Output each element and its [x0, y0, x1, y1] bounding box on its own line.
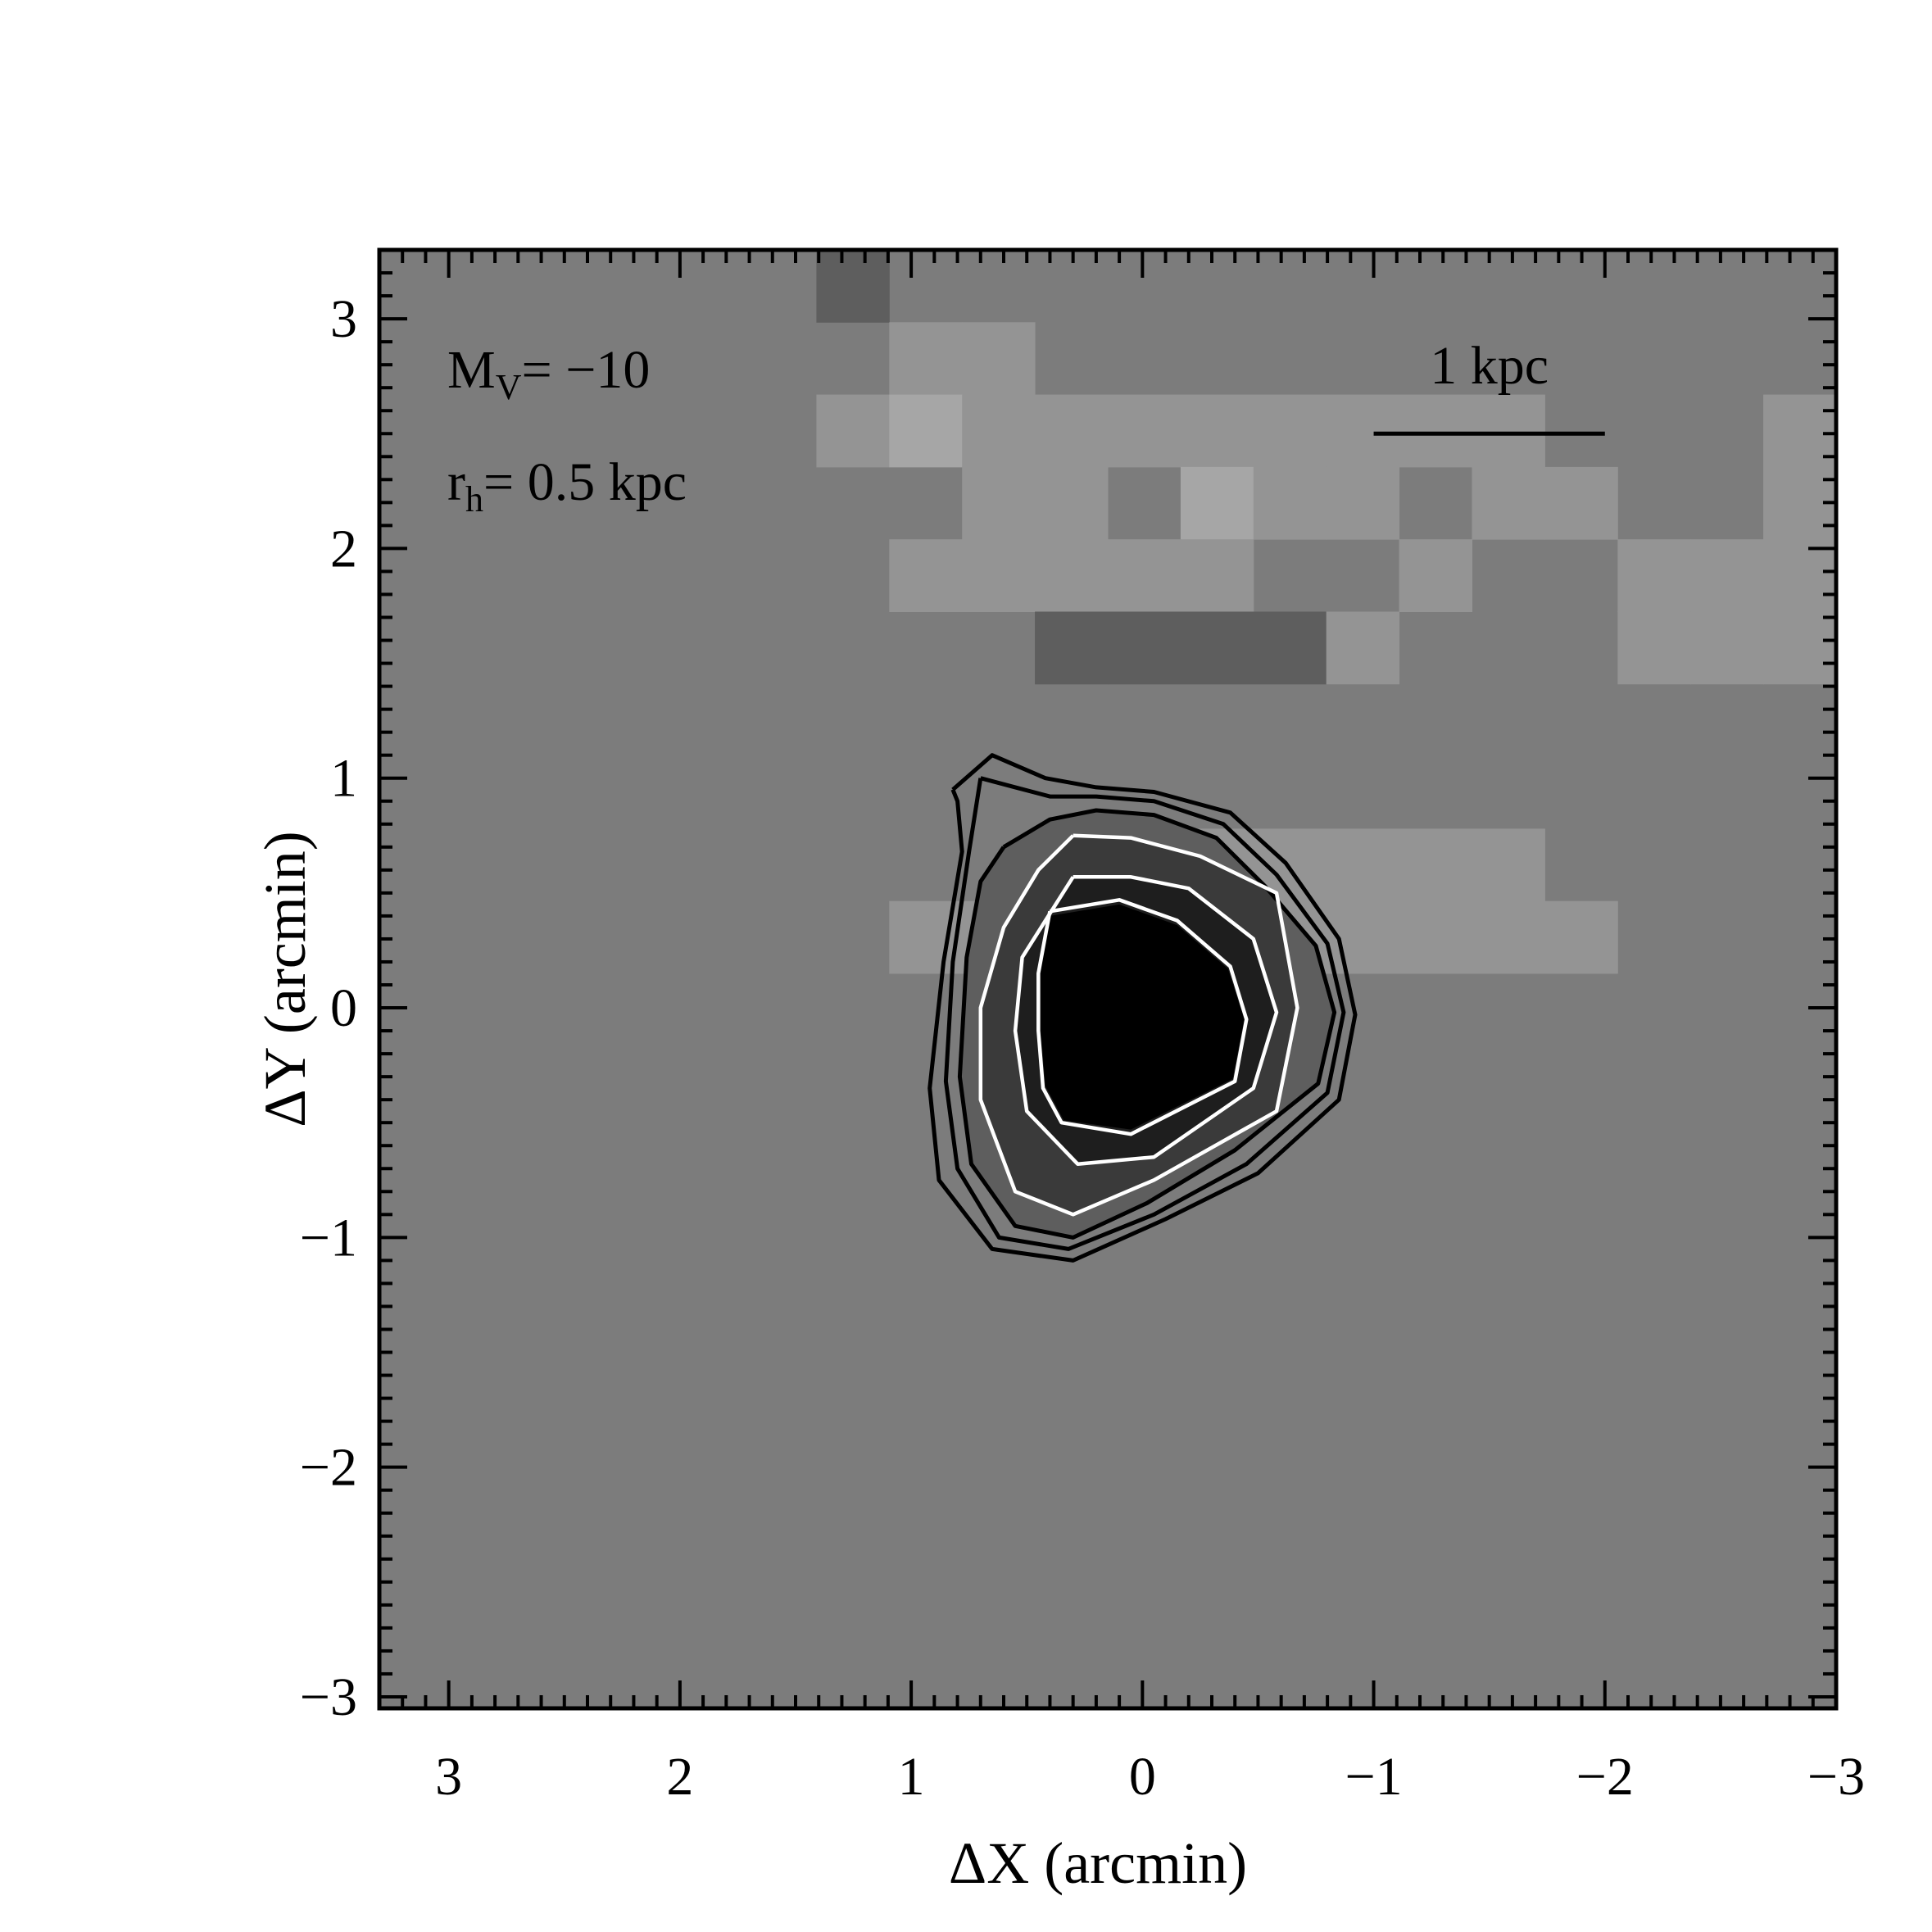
density-cell — [889, 394, 963, 468]
density-cell — [1472, 900, 1545, 974]
density-cell — [1180, 611, 1254, 685]
density-cell — [1399, 900, 1472, 974]
x-tick-label: −1 — [1345, 1747, 1402, 1807]
density-cell — [1035, 466, 1109, 540]
density-cell — [816, 394, 890, 468]
mv-symbol: M — [447, 340, 496, 400]
x-tick-label: 3 — [435, 1747, 462, 1807]
density-cell — [1472, 466, 1545, 540]
scale-bar-label: 1 kpc — [1430, 336, 1549, 396]
contour-lines — [927, 753, 1358, 1263]
density-cell — [1690, 539, 1764, 612]
axis-ticks — [378, 248, 1838, 1708]
density-cell — [1763, 539, 1836, 612]
density-cell — [1617, 611, 1691, 685]
density-cell — [1326, 466, 1400, 540]
x-axis-label: ΔX (arcmin) — [949, 1830, 1247, 1896]
density-cell — [1399, 828, 1472, 902]
y-tick-label: 3 — [330, 289, 357, 349]
contour-line-white — [978, 833, 1299, 1217]
density-cell — [1035, 611, 1109, 685]
x-tick-label: 0 — [1129, 1747, 1156, 1807]
mv-subscript: V — [496, 367, 522, 407]
x-tick-label: −3 — [1807, 1747, 1865, 1807]
rh-value: = 0.5 kpc — [483, 452, 687, 512]
density-core-peak — [1041, 904, 1245, 1130]
contour-line-white — [1036, 898, 1249, 1136]
y-tick-label: −1 — [300, 1208, 357, 1268]
density-cell — [889, 539, 963, 612]
x-tick-label: −2 — [1576, 1747, 1634, 1807]
density-cell — [1108, 611, 1181, 685]
density-cell — [1399, 539, 1472, 612]
density-cell — [1253, 611, 1327, 685]
plot-frame — [377, 247, 1839, 1711]
y-tick-label: 0 — [330, 978, 357, 1038]
y-tick-labels: 3 2 1 0 −1 −2 −3 — [300, 289, 357, 1727]
density-cell — [1472, 828, 1545, 902]
density-cell — [1180, 539, 1254, 612]
density-cell — [962, 466, 1036, 540]
density-cell — [1108, 394, 1181, 468]
density-cell — [962, 539, 1036, 612]
mv-annotation: MV= −10 — [447, 340, 650, 407]
density-cell — [1326, 828, 1400, 902]
density-cell — [1253, 466, 1327, 540]
density-cell — [1690, 611, 1764, 685]
contour-line-black — [943, 776, 1346, 1251]
rh-symbol: r — [447, 452, 465, 512]
x-tick-label: 1 — [898, 1747, 925, 1807]
contour-line-black — [957, 808, 1337, 1240]
x-tick-labels: 3 2 1 0 −1 −2 −3 — [435, 1747, 1865, 1807]
x-tick-label: 2 — [666, 1747, 693, 1807]
density-cell — [1763, 611, 1836, 685]
density-cell — [1180, 466, 1254, 540]
density-cell — [1326, 394, 1400, 468]
density-cell — [889, 322, 963, 396]
y-tick-label: −2 — [300, 1438, 357, 1498]
density-cell — [1035, 394, 1109, 468]
y-axis-label: ΔY (arcmin) — [252, 831, 318, 1127]
rh-subscript: h — [465, 479, 483, 519]
contour-line-black — [927, 753, 1358, 1263]
density-cell — [1617, 539, 1691, 612]
rh-annotation: rh= 0.5 kpc — [447, 452, 687, 519]
y-tick-label: 2 — [330, 519, 357, 578]
density-cell — [1180, 394, 1254, 468]
density-cell — [962, 394, 1036, 468]
y-tick-label: 1 — [330, 749, 357, 809]
density-cell — [1035, 539, 1109, 612]
density-cell — [1472, 394, 1545, 468]
density-cell — [962, 322, 1036, 396]
density-cell — [1544, 466, 1618, 540]
density-cell — [1544, 900, 1618, 974]
mv-value: = −10 — [521, 340, 650, 400]
density-cell — [816, 250, 890, 323]
y-tick-label: −3 — [300, 1667, 357, 1727]
density-cell — [1326, 611, 1400, 685]
density-cell — [1108, 539, 1181, 612]
contour-line-white — [1013, 875, 1279, 1166]
density-cell — [1253, 394, 1327, 468]
density-cell — [1399, 394, 1472, 468]
